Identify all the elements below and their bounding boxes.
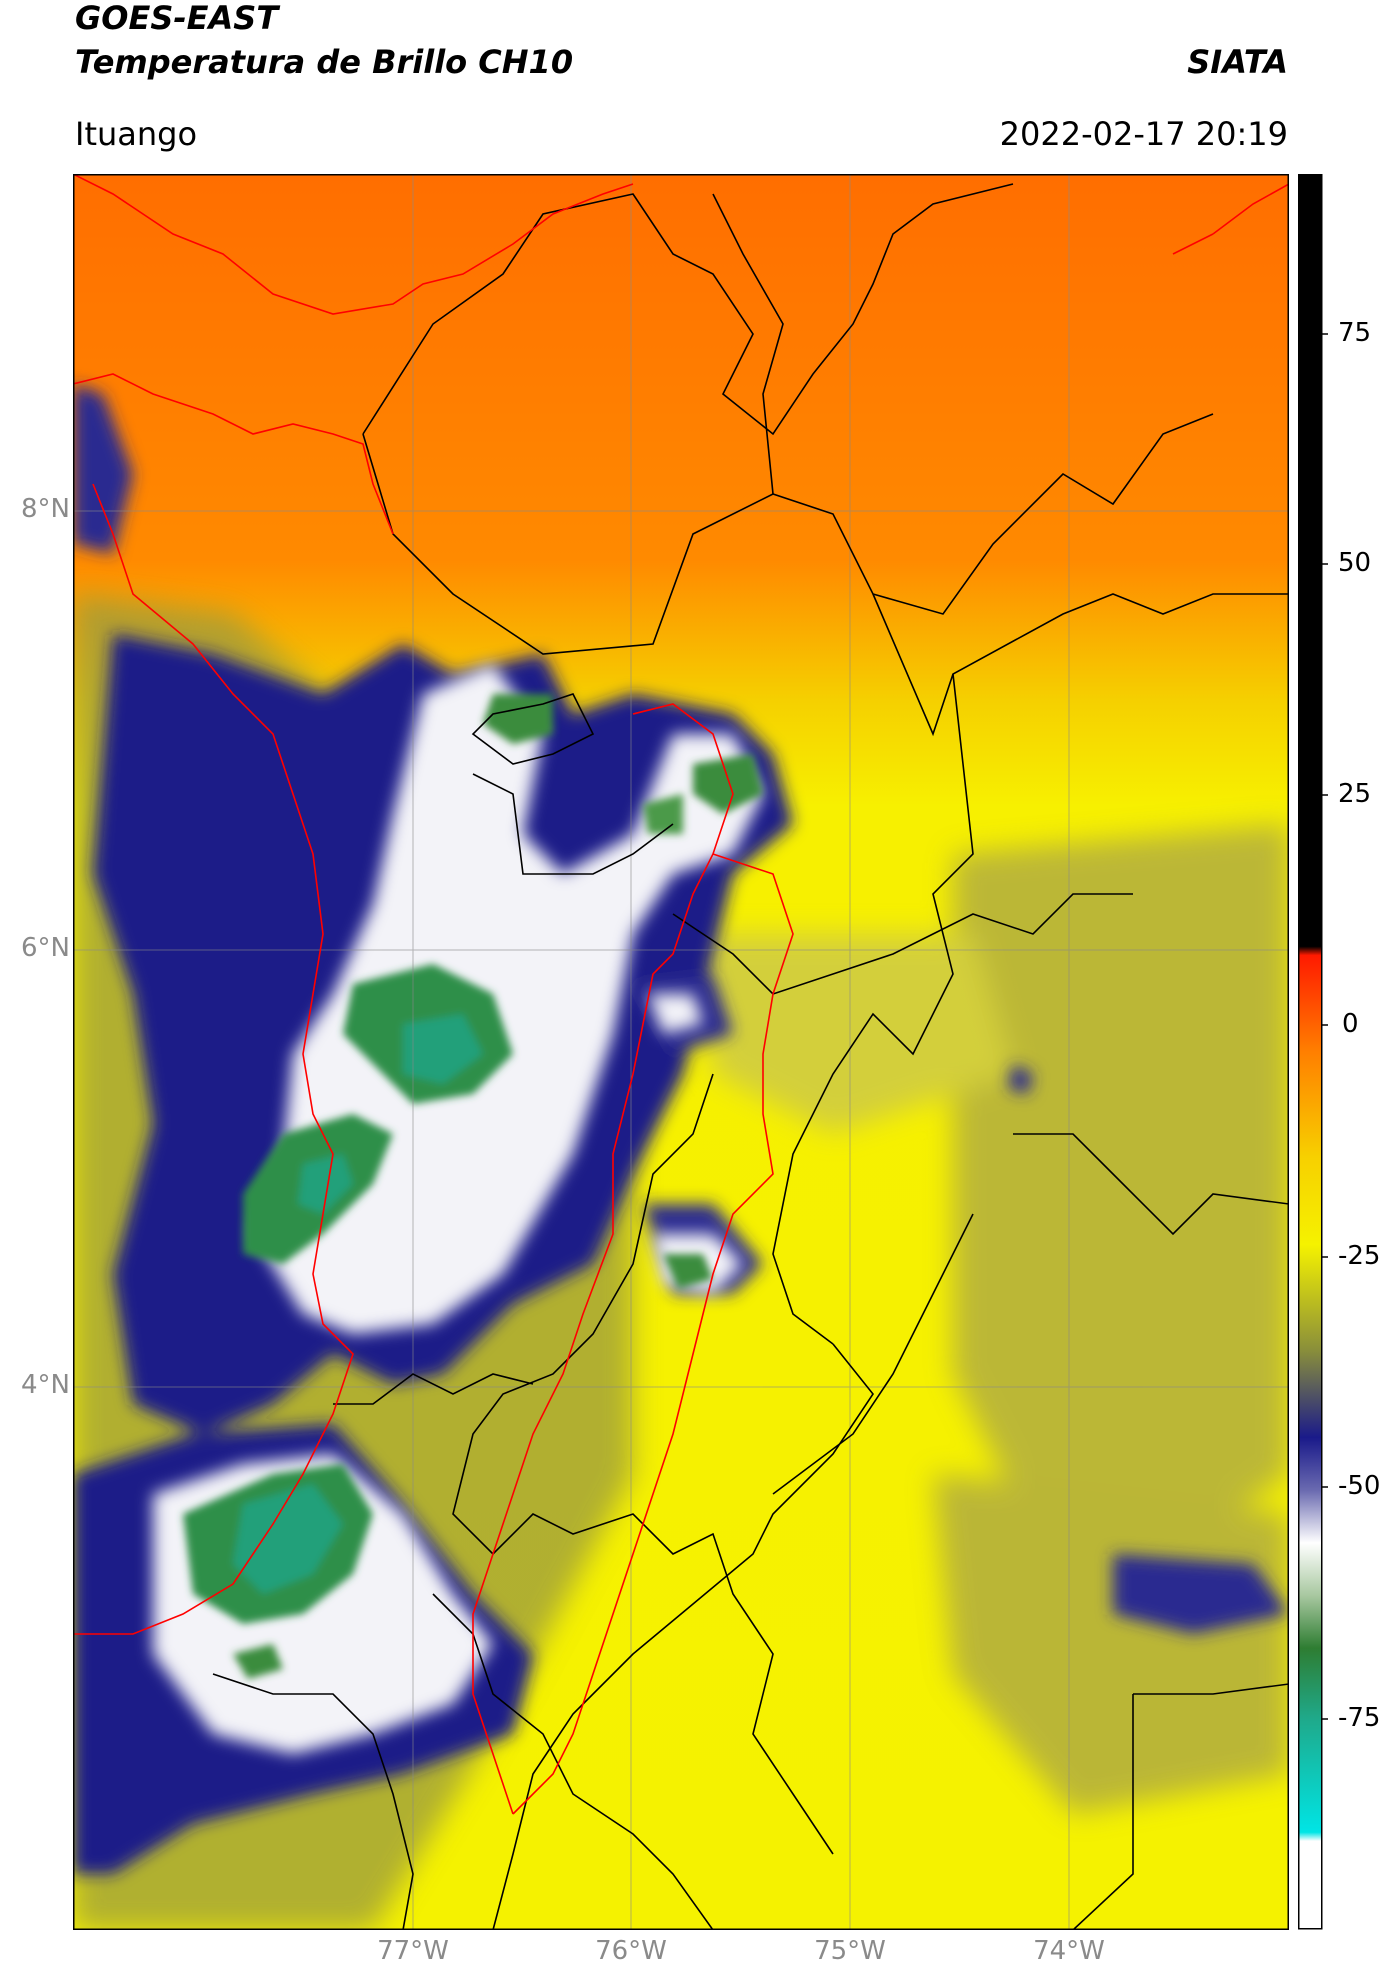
graticule [73,174,1289,1930]
lat-label-4n: 4°N [21,1370,70,1400]
timestamp-label: 2022-02-17 20:19 [999,115,1288,153]
lat-label-6n: 6°N [21,933,70,963]
colorbar [1298,174,1328,1930]
colorbar-tick-0: 0 [1342,1009,1359,1039]
lon-label-77w: 77°W [377,1936,449,1966]
colorbar-tick-25: 25 [1338,779,1372,809]
lon-label-75w: 75°W [814,1936,886,1966]
cloud-green [183,694,763,1679]
map-frame [73,174,1289,1930]
colorbar-tick-50: 50 [1338,548,1372,578]
title-line-2: Temperatura de Brillo CH10 [75,43,574,81]
colorbar-tick-75: 75 [1338,318,1372,348]
national-boundaries [73,174,1289,1815]
satellite-map [73,174,1289,1930]
lat-label-8n: 8°N [21,494,70,524]
lon-label-76w: 76°W [595,1936,667,1966]
colorbar-tick-minus-75: -75 [1338,1703,1381,1733]
organization-label: SIATA [1187,43,1288,81]
title-line-1: GOES-EAST [75,0,279,37]
colorbar-tick-minus-25: -25 [1338,1241,1381,1271]
lon-label-74w: 74°W [1033,1936,1105,1966]
place-label: Ituango [75,115,198,153]
colorbar-tick-minus-50: -50 [1338,1471,1381,1501]
